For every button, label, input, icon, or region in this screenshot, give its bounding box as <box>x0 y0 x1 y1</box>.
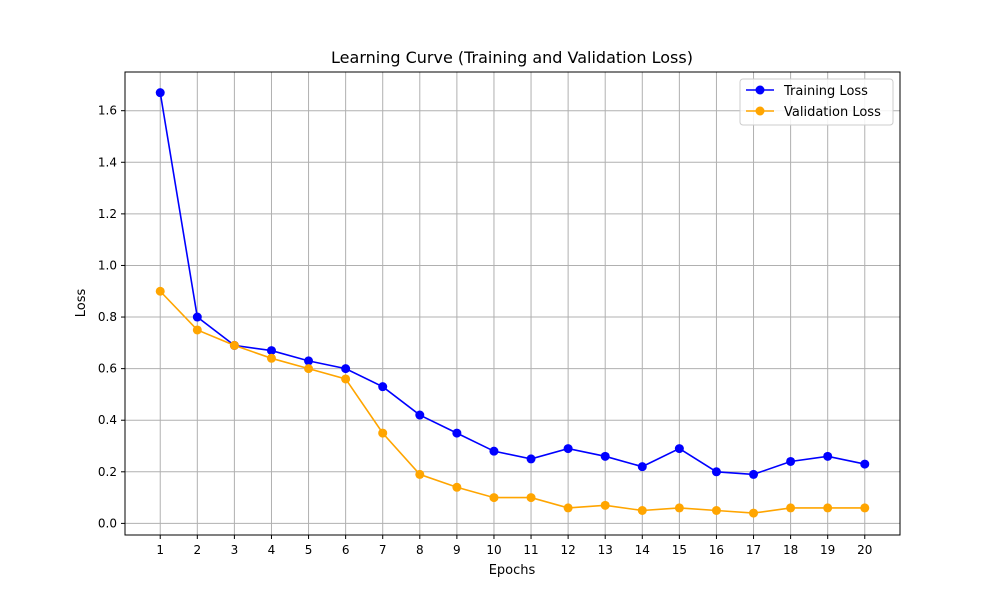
x-tick-label: 9 <box>453 543 461 557</box>
training-loss-point <box>378 382 388 392</box>
x-tick-label: 4 <box>268 543 276 557</box>
validation-loss-point <box>489 493 499 503</box>
validation-loss-point <box>452 482 462 492</box>
training-loss-point <box>786 456 796 466</box>
training-loss-point <box>674 444 684 454</box>
validation-loss-point <box>749 508 759 518</box>
validation-loss-point <box>266 353 276 363</box>
legend-label-validation: Validation Loss <box>784 105 881 120</box>
x-tick-label: 2 <box>193 543 201 557</box>
validation-loss-point <box>155 286 165 296</box>
validation-loss-point <box>192 325 202 335</box>
x-tick-label: 5 <box>305 543 313 557</box>
training-loss-line <box>159 92 865 476</box>
training-loss-point <box>860 459 870 469</box>
x-tick-label: 10 <box>486 543 501 557</box>
validation-loss-point <box>304 364 314 374</box>
x-tick-label: 16 <box>709 543 724 557</box>
validation-loss-point <box>637 505 647 515</box>
validation-loss-point <box>229 340 239 350</box>
training-loss-point <box>266 346 276 356</box>
validation-loss-point <box>600 500 610 510</box>
validation-loss-point <box>860 503 870 513</box>
training-loss-point <box>711 467 721 477</box>
plot-frame <box>124 71 901 536</box>
training-loss-point <box>600 451 610 461</box>
y-tick-label: 0.4 <box>98 413 117 427</box>
training-loss-point <box>192 312 202 322</box>
training-loss-point <box>563 444 573 454</box>
y-tick-label: 0.6 <box>98 362 117 376</box>
y-tick-label: 1.6 <box>98 104 117 118</box>
validation-loss-point <box>563 503 573 513</box>
x-tick-label: 12 <box>560 543 575 557</box>
x-tick-label: 7 <box>379 543 387 557</box>
y-tick-label: 0.8 <box>98 310 117 324</box>
x-axis-label: Epochs <box>489 563 536 578</box>
series-layer <box>155 88 870 518</box>
x-tick-label: 15 <box>672 543 687 557</box>
validation-loss-point <box>786 503 796 513</box>
training-loss-point <box>749 469 759 479</box>
training-loss-point <box>415 410 425 420</box>
validation-loss-point <box>341 374 351 384</box>
x-axis-ticks: 1 2 3 4 5 6 7 8 9 10 11 12 13 14 15 16 17 18 19 20 <box>156 535 872 557</box>
x-tick-label: 18 <box>783 543 798 557</box>
legend-box <box>739 78 894 126</box>
x-tick-label: 19 <box>820 543 835 557</box>
y-tick-label: 0.2 <box>98 465 117 479</box>
legend-label-training: Training Loss <box>783 84 868 99</box>
x-tick-label: 20 <box>857 543 872 557</box>
training-loss-point <box>155 88 165 98</box>
legend-marker-validation <box>755 106 765 116</box>
validation-loss-point <box>526 493 536 503</box>
training-loss-point <box>526 454 536 464</box>
validation-loss-point <box>415 469 425 479</box>
chart-title: Learning Curve (Training and Validation … <box>331 48 693 67</box>
legend: Training Loss Validation Loss <box>739 78 894 126</box>
y-tick-label: 1.2 <box>98 207 117 221</box>
validation-loss-line <box>159 290 865 514</box>
x-tick-label: 3 <box>231 543 239 557</box>
validation-loss-point <box>674 503 684 513</box>
validation-loss-point <box>711 505 721 515</box>
x-tick-label: 6 <box>342 543 350 557</box>
x-tick-label: 13 <box>598 543 613 557</box>
validation-loss-point <box>823 503 833 513</box>
x-tick-label: 14 <box>635 543 650 557</box>
training-loss-point <box>637 462 647 472</box>
y-tick-label: 1.0 <box>98 258 117 272</box>
validation-loss-point <box>378 428 388 438</box>
training-loss-point <box>304 356 314 366</box>
training-loss-point <box>823 451 833 461</box>
x-tick-label: 11 <box>523 543 538 557</box>
training-loss-point <box>341 364 351 374</box>
y-tick-label: 1.4 <box>98 155 117 169</box>
x-tick-label: 8 <box>416 543 424 557</box>
y-axis-ticks: 0.0 0.2 0.4 0.6 0.8 1.0 1.2 1.4 1.6 <box>98 104 125 530</box>
training-loss-point <box>489 446 499 456</box>
grid <box>125 72 900 535</box>
legend-marker-training <box>755 85 765 95</box>
x-tick-label: 17 <box>746 543 761 557</box>
x-tick-label: 1 <box>156 543 164 557</box>
training-loss-point <box>452 428 462 438</box>
y-tick-label: 0.0 <box>98 516 117 530</box>
y-axis-label: Loss <box>74 289 89 318</box>
